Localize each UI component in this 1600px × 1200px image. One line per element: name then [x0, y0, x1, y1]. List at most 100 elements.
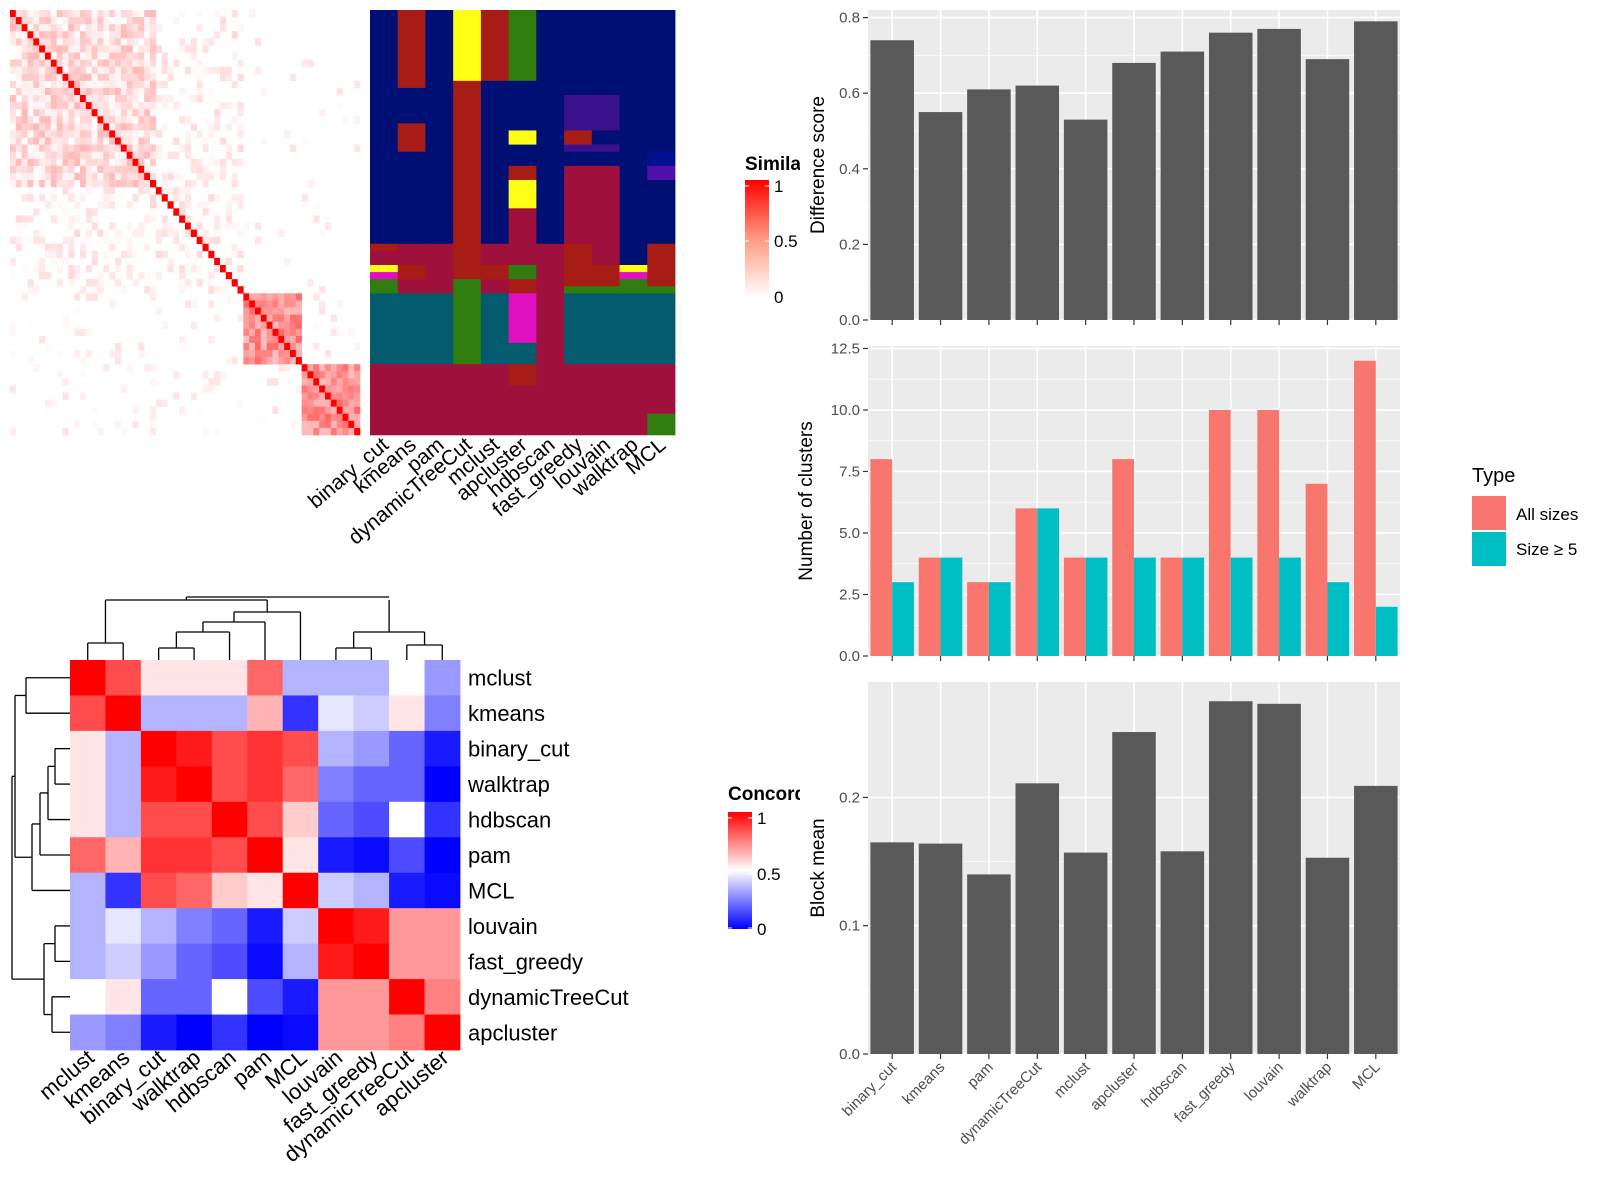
similarity-cell: [21, 137, 28, 145]
similarity-cell: [62, 158, 69, 167]
similarity-cell: [50, 137, 57, 145]
similarity-cell: [15, 10, 22, 18]
similarity-cell: [33, 31, 40, 39]
similarity-cell: [208, 38, 215, 46]
similarity-cell: [307, 180, 314, 188]
cluster-cell: [370, 10, 399, 245]
cluster-cell: [480, 10, 510, 82]
similarity-cell: [231, 10, 238, 18]
similarity-cell: [336, 392, 343, 400]
similarity-cell: [109, 130, 116, 138]
cluster-cell: [564, 243, 593, 287]
similarity-cell: [150, 137, 157, 145]
concordance-row-label: walktrap: [467, 772, 550, 797]
similarity-cell: [27, 137, 34, 145]
similarity-cell: [126, 364, 133, 372]
concordance-cell: [282, 695, 319, 732]
similarity-cell: [132, 151, 139, 160]
similarity-cell: [80, 286, 87, 294]
similarity-cell: [10, 24, 17, 32]
similarity-cell: [220, 73, 227, 82]
similarity-cell: [45, 130, 52, 138]
similarity-cell: [62, 165, 69, 174]
similarity-cell: [208, 250, 215, 259]
concordance-cell: [105, 979, 142, 1015]
similarity-cell: [313, 378, 320, 386]
similarity-cell: [115, 130, 122, 138]
similarity-cell: [97, 17, 104, 25]
similarity-cell: [74, 293, 81, 301]
similarity-cell: [295, 342, 302, 351]
concordance-row-label: binary_cut: [468, 737, 570, 762]
similarity-cell: [10, 87, 17, 96]
similarity-cell: [150, 52, 157, 60]
concordance-cell: [318, 837, 355, 874]
similarity-cell: [126, 151, 133, 160]
similarity-cell: [91, 109, 98, 117]
similarity-cell: [85, 158, 92, 167]
similarity-cell: [202, 165, 209, 174]
similarity-cell: [237, 194, 244, 202]
similarity-cell: [91, 130, 98, 138]
similarity-cell: [348, 328, 355, 337]
similarity-cell: [284, 328, 291, 337]
similarity-cell: [336, 420, 343, 429]
similarity-cell: [266, 350, 273, 358]
similarity-cell: [74, 151, 81, 160]
similarity-cell: [161, 59, 168, 67]
similarity-cell: [278, 321, 285, 330]
bar-size-ge5: [1230, 557, 1253, 656]
similarity-cell: [196, 80, 203, 89]
similarity-cell: [290, 321, 297, 330]
similarity-cell: [56, 73, 63, 82]
similarity-cell: [103, 151, 110, 160]
similarity-cell: [325, 364, 332, 372]
similarity-cell: [45, 102, 52, 110]
similarity-cell: [21, 59, 28, 67]
similarity-cell: [97, 109, 104, 117]
concordance-legend-title: Concord: [728, 784, 806, 805]
column-dendrogram: [87, 596, 443, 660]
similarity-cell: [220, 265, 227, 273]
similarity-cell: [348, 406, 355, 415]
similarity-cell: [39, 59, 46, 67]
similarity-cell: [185, 66, 192, 75]
similarity-cell: [115, 279, 122, 287]
concordance-cell: [105, 1014, 142, 1051]
similarity-cell: [126, 31, 133, 39]
concordance-cell: [424, 801, 461, 838]
similarity-cell: [208, 87, 215, 96]
similarity-cell: [255, 357, 262, 365]
similarity-cell: [97, 172, 104, 181]
similarity-cell: [284, 257, 291, 266]
concordance-cell: [389, 943, 425, 980]
concordance-cell: [105, 872, 142, 909]
similarity-cell: [109, 102, 116, 110]
similarity-cell: [103, 158, 110, 167]
similarity-cell: [354, 406, 361, 415]
similarity-cell: [179, 272, 186, 280]
similarity-cell: [56, 265, 63, 273]
similarity-cell: [138, 66, 145, 75]
similarity-legend-bar: [745, 180, 769, 297]
similarity-cell: [272, 350, 279, 358]
similarity-cell: [97, 66, 104, 75]
similarity-cell: [115, 10, 122, 18]
bar-size-ge5: [988, 582, 1011, 656]
concordance-cell: [176, 801, 213, 838]
similarity-cell: [68, 172, 75, 181]
similarity-cell: [15, 165, 22, 174]
similarity-cell: [231, 52, 238, 60]
similarity-cell: [21, 109, 28, 117]
similarity-cell: [15, 17, 22, 25]
similarity-cell: [255, 293, 262, 301]
similarity-cell: [109, 201, 116, 209]
similarity-cell: [330, 406, 337, 415]
similarity-cell: [68, 87, 75, 96]
cluster-cell: [508, 208, 537, 266]
similarity-cell: [144, 17, 151, 25]
similarity-cell: [336, 427, 343, 436]
similarity-cell: [120, 95, 127, 103]
similarity-cell: [237, 314, 244, 322]
similarity-cell: [45, 59, 52, 67]
